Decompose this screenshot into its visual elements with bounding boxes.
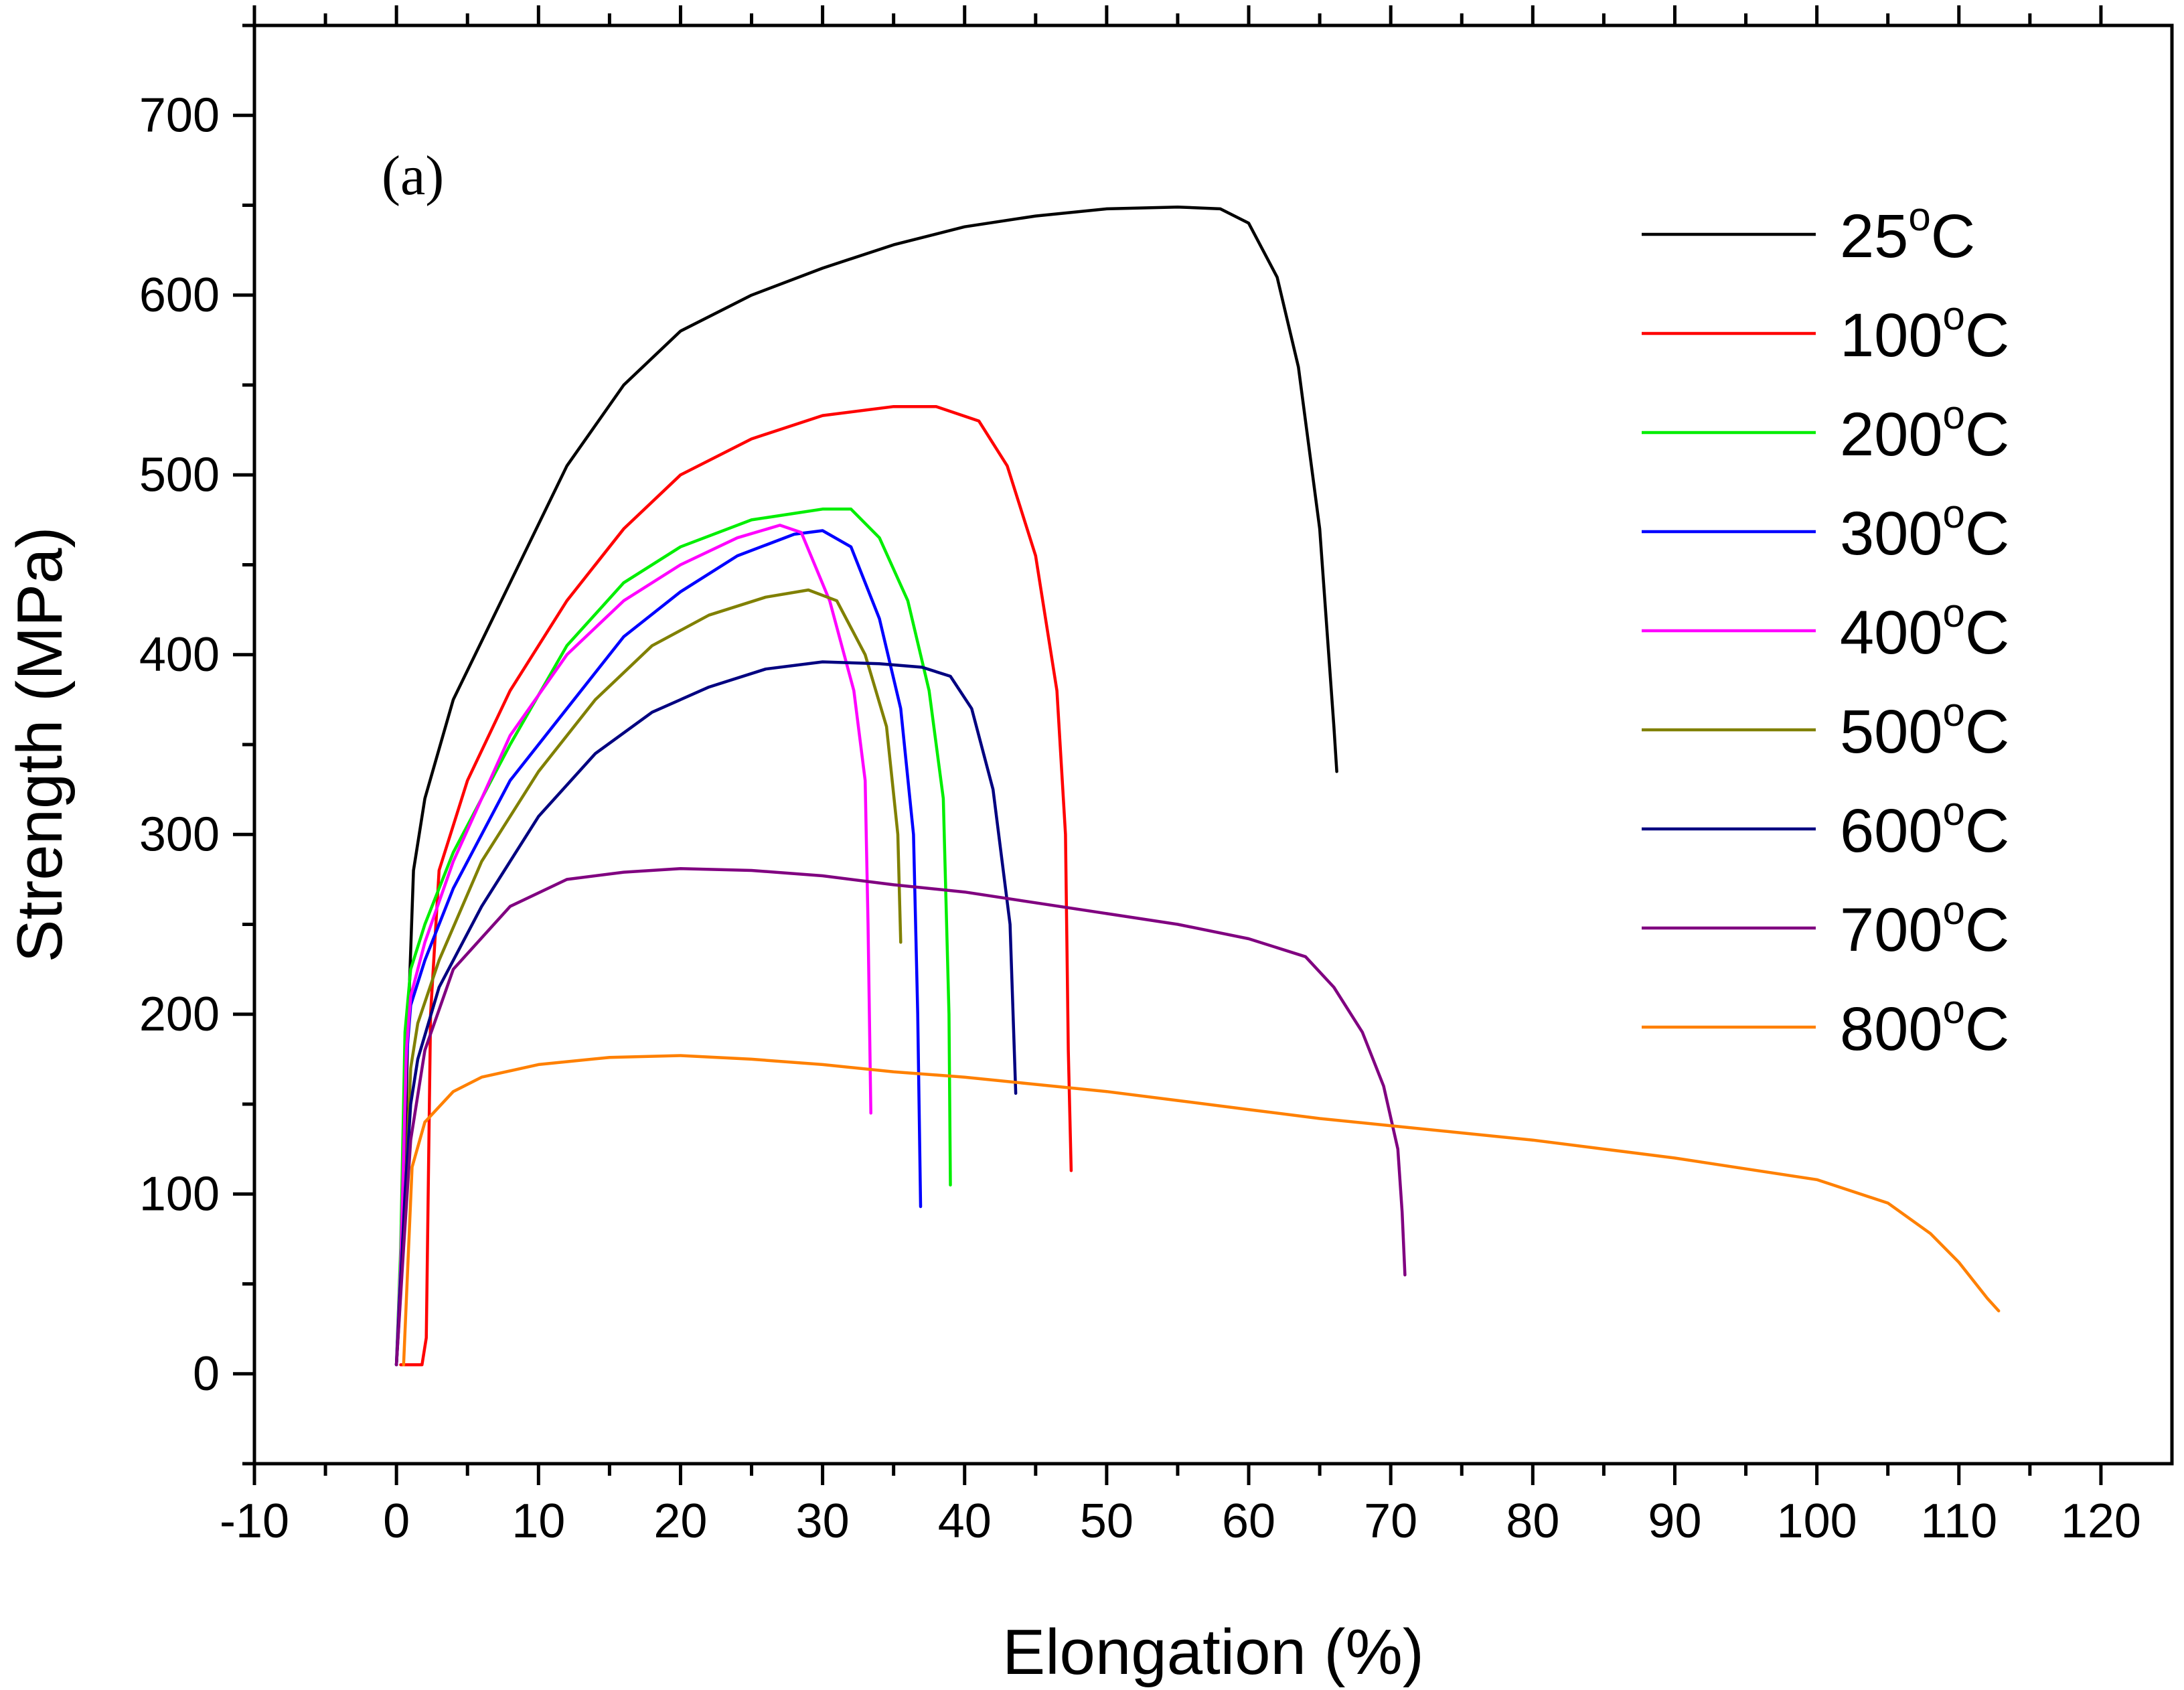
x-tick-label: 40 <box>938 1494 992 1548</box>
legend-label-400C: 400oC <box>1840 591 2009 667</box>
series-line-500C <box>394 588 903 1367</box>
panel-label: (a) <box>382 145 444 207</box>
y-tick-label: 500 <box>139 448 220 502</box>
x-tick-label: 120 <box>2061 1494 2141 1548</box>
legend-label-300C: 300oC <box>1840 491 2009 568</box>
x-tick-label: 80 <box>1506 1494 1559 1548</box>
y-tick-label: 600 <box>139 268 220 322</box>
legend-label-700C: 700oC <box>1840 888 2009 964</box>
x-tick-label: 50 <box>1080 1494 1134 1548</box>
x-tick-label: 20 <box>653 1494 707 1548</box>
y-tick-label: 400 <box>139 628 220 682</box>
series-line-600C <box>394 660 1018 1367</box>
x-axis-title: Elongation (%) <box>1002 1616 1424 1688</box>
x-tick-label: 30 <box>796 1494 850 1548</box>
legend: 25oC 100oC 200oC 300oC 400oC 500oC 600oC 700oC 8… <box>1642 194 2009 1063</box>
axis-ticks: -10 0 10 20 30 40 50 60 70 80 90 100 110 120 0 100 200 30… <box>139 5 2141 1548</box>
series-line-700C <box>394 867 1407 1367</box>
series-layer <box>394 205 2001 1367</box>
series-line-800C <box>402 1054 2001 1367</box>
x-tick-label: 70 <box>1364 1494 1417 1548</box>
y-tick-label: 0 <box>193 1347 220 1401</box>
legend-label-600C: 600oC <box>1840 789 2009 865</box>
x-tick-label: 10 <box>512 1494 565 1548</box>
y-axis-title: Strength (MPa) <box>4 527 76 963</box>
series-line-200C <box>394 508 952 1367</box>
y-tick-label: 100 <box>139 1167 220 1221</box>
legend-label-100C: 100oC <box>1840 293 2009 370</box>
y-tick-label: 300 <box>139 808 220 861</box>
x-tick-label: 90 <box>1648 1494 1701 1548</box>
legend-label-500C: 500oC <box>1840 690 2009 766</box>
y-tick-label: 200 <box>139 988 220 1041</box>
x-tick-label: -10 <box>220 1494 289 1548</box>
x-tick-label: 0 <box>383 1494 410 1548</box>
x-tick-label: 110 <box>1920 1494 1997 1548</box>
legend-label-25C: 25oC <box>1840 194 1975 271</box>
x-tick-label: 60 <box>1222 1494 1275 1548</box>
y-tick-label: 700 <box>139 88 220 142</box>
x-tick-label: 100 <box>1777 1494 1857 1548</box>
legend-label-800C: 800oC <box>1840 987 2009 1063</box>
series-line-100C <box>399 404 1073 1367</box>
legend-label-200C: 200oC <box>1840 392 2009 469</box>
series-line-400C <box>394 524 872 1367</box>
series-line-25C <box>394 205 1338 1367</box>
